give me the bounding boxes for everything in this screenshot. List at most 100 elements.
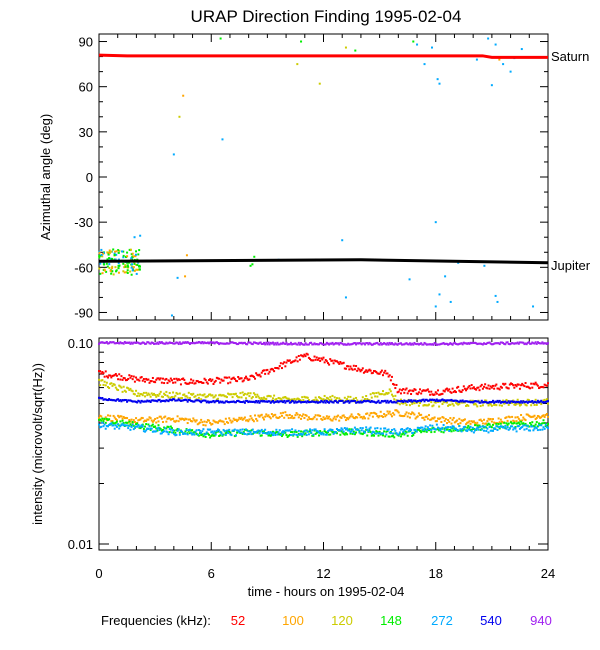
intensity-point [541,428,544,431]
intensity-point [500,400,503,403]
intensity-point [154,425,157,428]
intensity-point [153,430,156,433]
intensity-point [542,414,545,417]
intensity-point [124,390,127,393]
intensity-point [129,420,132,423]
intensity-point [246,343,249,346]
intensity-point [179,418,182,421]
intensity-point [225,431,228,434]
intensity-point [112,414,115,417]
intensity-point [234,342,237,345]
intensity-point [127,387,130,390]
intensity-point [525,427,528,430]
intensity-point [106,399,109,402]
intensity-point [396,433,399,436]
intensity-point [121,342,124,345]
intensity-point [541,341,544,344]
intensity-point [98,417,100,420]
intensity-point [417,399,420,402]
intensity-point [172,417,175,420]
intensity-point [199,400,202,403]
intensity-point [167,417,170,420]
intensity-point [462,418,465,421]
intensity-point [378,401,381,404]
intensity-point [305,396,308,399]
intensity-point [176,341,179,344]
intensity-point [512,419,515,422]
saturn-line [98,53,548,59]
intensity-point [231,377,234,380]
intensity-point [472,386,475,389]
intensity-point [185,418,188,421]
intensity-point [109,423,112,426]
intensity-point [285,429,288,432]
intensity-point [269,431,272,434]
intensity-point [122,342,125,345]
intensity-point [305,429,308,432]
intensity-point [181,430,184,433]
intensity-point [390,401,393,404]
intensity-point [213,434,216,437]
intensity-point [531,386,534,389]
azimuth-point [127,265,130,268]
intensity-point [349,343,352,346]
intensity-point [302,401,305,404]
intensity-point [176,379,179,382]
intensity-point [467,428,470,431]
intensity-point [452,390,455,393]
intensity-point [202,394,205,397]
intensity-point [181,378,184,381]
intensity-point [276,431,279,434]
intensity-point [402,402,405,405]
intensity-point [402,343,405,346]
intensity-point [115,425,118,428]
intensity-point [381,342,384,345]
intensity-point [462,341,465,344]
intensity-point [406,399,409,402]
intensity-point [150,427,153,430]
intensity-point [289,434,292,437]
frequency-legend: Frequencies (kHz): 52 100 120 148 272 540 940 [101,613,552,628]
intensity-point [490,343,493,346]
intensity-point [456,419,459,422]
intensity-point [291,415,294,418]
intensity-point [283,396,286,399]
azimuth-point [126,271,129,274]
intensity-point [504,417,507,420]
intensity-point [360,369,363,372]
intensity-point [252,375,255,378]
intensity-point [376,400,379,403]
intensity-point [255,372,258,375]
intensity-point [293,430,296,433]
intensity-point [175,419,178,422]
intensity-point [410,429,413,432]
intensity-point [187,391,190,394]
intensity-point [426,399,429,402]
intensity-point [206,428,209,431]
intensity-point [182,341,185,344]
intensity-point [123,389,126,392]
intensity-point [169,418,172,421]
intensity-point [328,415,331,418]
intensity-point [225,342,228,345]
intensity-point [478,424,481,427]
intensity-point [515,342,518,345]
azimuth-point [121,250,124,253]
intensity-point [161,377,164,380]
intensity-point [215,421,218,424]
intensity-point [137,341,140,344]
intensity-point [273,370,276,373]
azimuth-point [124,264,127,267]
intensity-point [153,425,156,428]
intensity-point [145,420,148,423]
intensity-point [283,342,286,345]
intensity-point [471,428,474,431]
azimuth-point [138,268,141,271]
intensity-point [167,425,170,428]
intensity-point [295,431,298,434]
intensity-point [481,343,484,346]
intensity-point [285,341,288,344]
intensity-point [365,426,368,429]
intensity-point [502,426,505,429]
intensity-point [147,392,150,395]
